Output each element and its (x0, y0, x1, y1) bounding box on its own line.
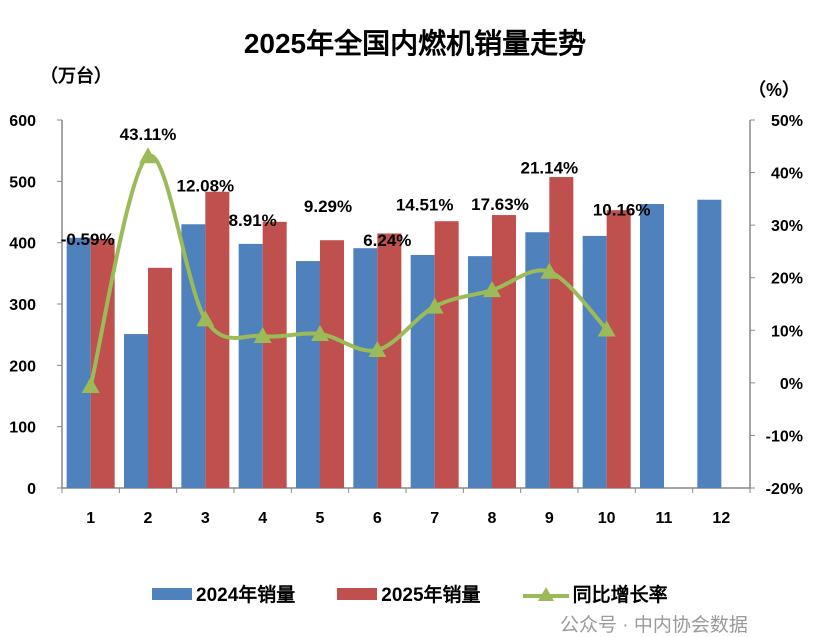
left-tick-label: 500 (9, 174, 36, 191)
growth-rate-marker (540, 262, 559, 279)
bar-2024年销量 (410, 254, 435, 488)
x-tick-label: 3 (201, 510, 210, 527)
right-tick-label: -20% (766, 481, 803, 498)
bar-2025年销量 (606, 210, 631, 488)
growth-rate-marker (139, 147, 157, 164)
bar-2024年销量 (640, 204, 664, 488)
bar-2025年销量 (148, 267, 172, 488)
x-tick-label: 11 (656, 510, 673, 527)
bar-2024年销量 (582, 235, 607, 488)
bar-2024年销量 (296, 261, 320, 488)
right-tick-label: 10% (771, 323, 803, 340)
bar-2025年销量 (205, 191, 230, 488)
x-tick-label: 2 (144, 510, 153, 527)
growth-rate-marker (425, 297, 444, 314)
x-tick-label: 6 (373, 510, 382, 527)
x-tick-label: 9 (545, 510, 554, 527)
data-label: 43.11% (120, 125, 177, 144)
data-label: 10.16% (593, 200, 651, 219)
x-tick-label: 4 (258, 510, 267, 527)
bar-2024年销量 (353, 248, 378, 488)
x-tick-label: 7 (430, 510, 439, 527)
growth-rate-marker (483, 281, 501, 298)
right-tick-label: 50% (771, 113, 803, 130)
bar-2025年销量 (320, 240, 344, 488)
right-tick-label: 0% (780, 376, 803, 393)
growth-rate-marker (81, 376, 100, 393)
growth-rate-marker (368, 341, 387, 358)
left-tick-label: 300 (9, 297, 36, 314)
legend-label: 同比增长率 (572, 585, 668, 606)
left-tick-label: 0 (27, 481, 36, 498)
growth-rate-marker (196, 310, 215, 327)
left-tick-label: 400 (9, 236, 36, 253)
legend-line-triangle-icon (522, 586, 569, 601)
legend-swatch (152, 587, 192, 600)
bar-2024年销量 (181, 224, 206, 488)
legend-item-2024: 2024年销量 (152, 580, 295, 607)
legend-swatch (337, 587, 378, 600)
data-label: 17.63% (471, 195, 529, 214)
right-tick-label: -10% (766, 428, 803, 445)
left-axis-unit: （万台） (40, 66, 112, 86)
legend-label: 2024年销量 (196, 585, 296, 606)
growth-rate-marker (253, 327, 272, 344)
data-label: 6.24% (363, 231, 411, 250)
bar-2024年销量 (66, 237, 91, 488)
left-tick-label: 200 (9, 358, 36, 375)
bar-2025年销量 (434, 221, 459, 488)
data-label: 12.08% (176, 176, 234, 195)
right-axis-unit: （%） (748, 80, 801, 100)
x-tick-label: 10 (598, 510, 616, 527)
bar-2024年销量 (697, 199, 722, 488)
growth-rate-marker (597, 320, 616, 337)
left-tick-label: 600 (9, 113, 36, 130)
right-tick-label: 30% (771, 218, 803, 235)
x-tick-label: 8 (488, 510, 497, 527)
legend-item-2025: 2025年销量 (337, 580, 481, 607)
legend: 2024年销量 2025年销量 同比增长率 (152, 580, 710, 607)
chart-title: 2025年全国内燃机销量走势 (243, 28, 587, 59)
bar-2024年销量 (124, 334, 148, 488)
x-tick-label: 1 (86, 510, 95, 527)
data-label: 14.51% (396, 196, 454, 215)
bar-2025年销量 (262, 221, 287, 488)
growth-rate-marker (311, 325, 329, 342)
data-label: 21.14% (520, 159, 578, 178)
data-label: -0.59% (61, 230, 115, 249)
right-tick-label: 40% (771, 166, 803, 183)
x-tick-label: 5 (316, 510, 325, 527)
data-label: 9.29% (304, 197, 352, 216)
right-tick-label: 20% (771, 271, 803, 288)
bar-2024年销量 (238, 243, 263, 488)
legend-item-growth: 同比增长率 (522, 580, 668, 607)
legend-label: 2025年销量 (381, 585, 481, 606)
watermark: 公众号 · 中内协会数据 (560, 615, 748, 636)
bar-2025年销量 (492, 215, 516, 489)
x-tick-label: 12 (712, 510, 730, 527)
bar-2025年销量 (549, 177, 574, 489)
bar-2025年销量 (377, 233, 402, 488)
data-label: 8.91% (229, 211, 277, 230)
left-tick-label: 100 (9, 420, 36, 437)
